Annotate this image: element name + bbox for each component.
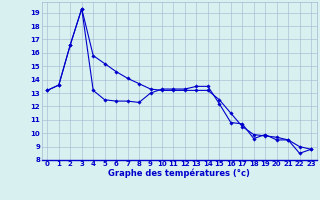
X-axis label: Graphe des températures (°c): Graphe des températures (°c) bbox=[108, 169, 250, 178]
